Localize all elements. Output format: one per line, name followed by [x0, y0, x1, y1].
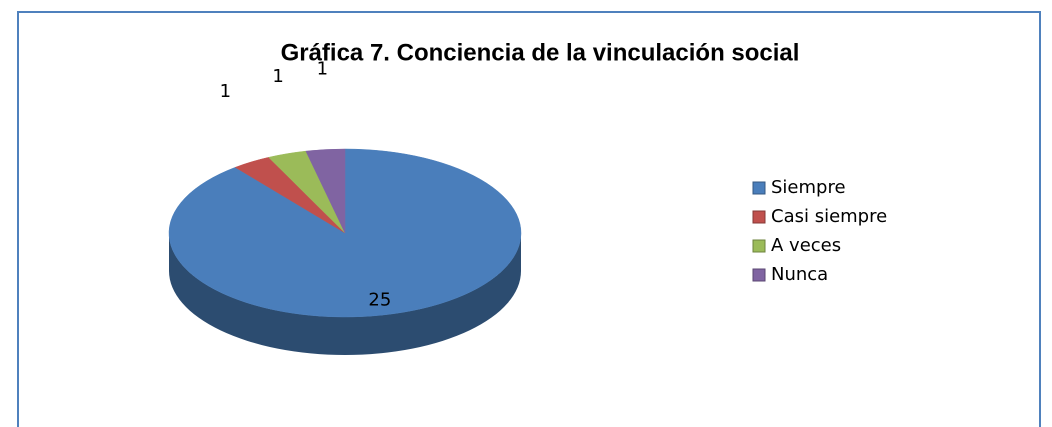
- legend-label: Casi siempre: [771, 206, 887, 227]
- legend-swatch: [752, 181, 766, 195]
- data-label: 1: [272, 66, 283, 87]
- legend-swatch: [752, 210, 766, 224]
- legend-label: Nunca: [771, 264, 828, 285]
- legend: Siempre Casi siempre A veces Nunca: [752, 177, 887, 285]
- legend-swatch: [752, 239, 766, 253]
- legend-label: A veces: [771, 235, 841, 256]
- pie-slice: [305, 148, 346, 234]
- data-label: 1: [317, 58, 328, 79]
- data-labels: 25 1 1 1: [220, 58, 392, 310]
- legend-label: Siempre: [771, 177, 846, 198]
- pie-sides: [169, 233, 521, 355]
- data-label: 1: [220, 81, 231, 102]
- pie-side: [169, 233, 521, 355]
- legend-swatch: [752, 268, 766, 282]
- data-label: 25: [368, 290, 391, 311]
- pie-tops: [168, 148, 522, 318]
- chart-title: Gráfica 7. Conciencia de la vinculación …: [281, 39, 800, 66]
